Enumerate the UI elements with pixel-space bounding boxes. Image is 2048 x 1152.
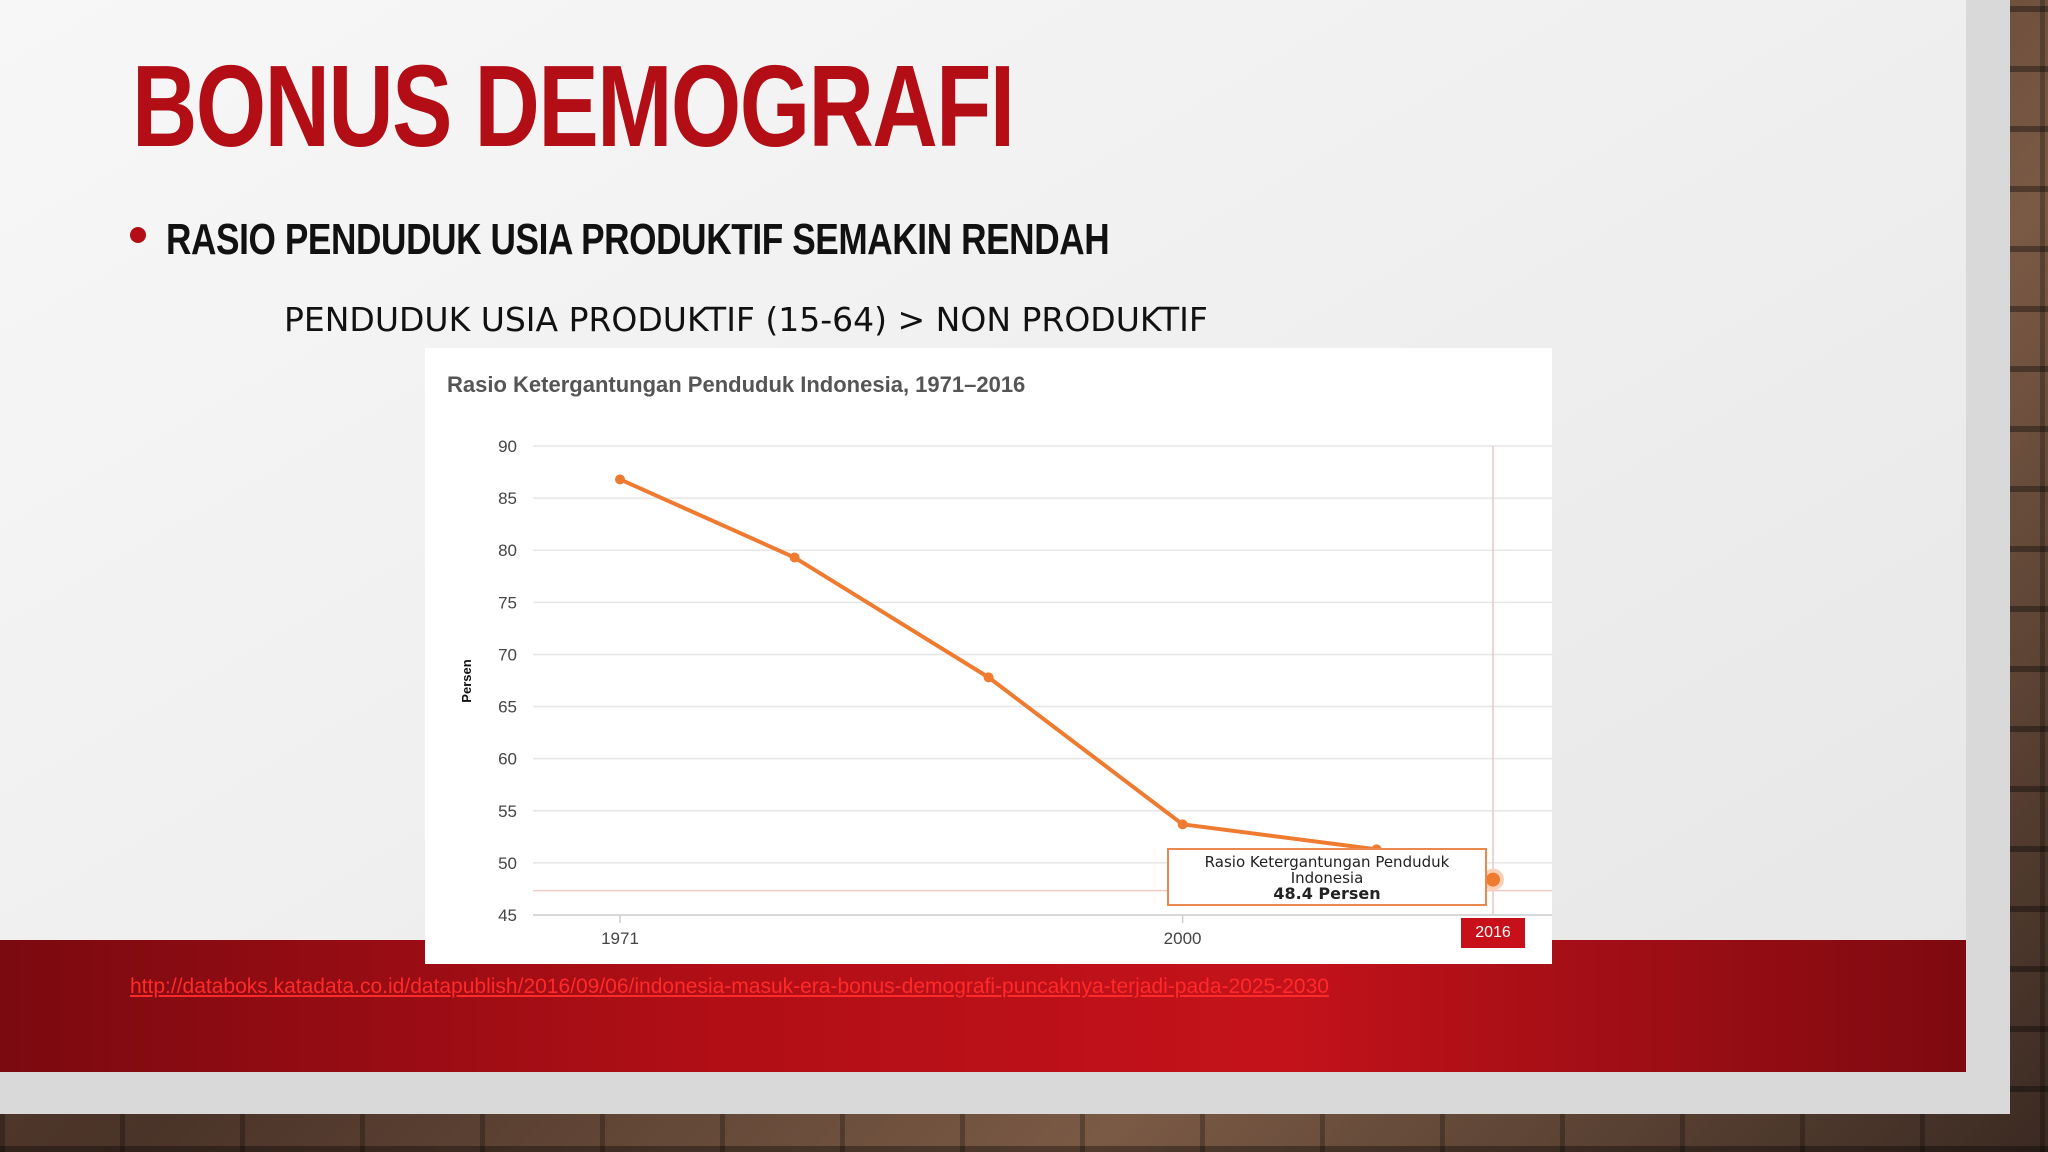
data-point <box>1177 819 1188 830</box>
y-tick-label: 85 <box>498 489 517 508</box>
y-axis-label: Persen <box>459 659 474 702</box>
y-tick-label: 80 <box>498 541 517 560</box>
y-tick-label: 55 <box>498 802 517 821</box>
chart-title: Rasio Ketergantungan Penduduk Indonesia,… <box>447 372 1026 397</box>
y-tick-label: 50 <box>498 854 517 873</box>
source-link[interactable]: http://databoks.katadata.co.id/datapubli… <box>130 975 1329 998</box>
y-tick-label: 45 <box>498 906 517 925</box>
y-tick-label: 70 <box>498 645 517 664</box>
line-chart: 90 85 80 75 70 65 60 55 50 45 Persen 1971 2000 <box>459 437 1552 948</box>
series-line <box>619 477 1494 882</box>
y-tick-label: 65 <box>498 698 517 717</box>
subheading: PENDUDUK USIA PRODUKTIF (15-64) > NON PR… <box>284 300 1208 339</box>
chart-panel: 90 85 80 75 70 65 60 55 50 45 Persen 1971 2000 Rasio… <box>425 348 1552 964</box>
bullet-text: RASIO PENDUDUK USIA PRODUKTIF SEMAKIN RE… <box>166 215 1110 264</box>
data-point <box>789 552 800 563</box>
y-tick-label: 75 <box>498 593 517 612</box>
data-point <box>615 474 625 485</box>
slide: BONUS DEMOGRAFI RASIO PENDUDUK USIA PROD… <box>0 0 1966 1072</box>
slide-title: BONUS DEMOGRAFI <box>132 41 1015 171</box>
bullet-item: RASIO PENDUDUK USIA PRODUKTIF SEMAKIN RE… <box>130 215 1345 265</box>
tooltip-series: Rasio Ketergantungan Penduduk Indonesia <box>1204 853 1450 887</box>
x-tick-label: 1971 <box>601 929 639 948</box>
x-tick-label: 2000 <box>1164 929 1202 948</box>
y-tick-label: 90 <box>498 437 517 456</box>
tooltip-value: 48.4 Persen <box>1273 884 1381 903</box>
chart-tooltip: Rasio Ketergantungan Penduduk Indonesia … <box>1167 848 1487 906</box>
data-point <box>983 672 994 683</box>
y-tick-label: 60 <box>498 750 517 769</box>
bullet-dot-icon <box>130 227 146 243</box>
x-crosshair-label: 2016 <box>1461 918 1525 948</box>
